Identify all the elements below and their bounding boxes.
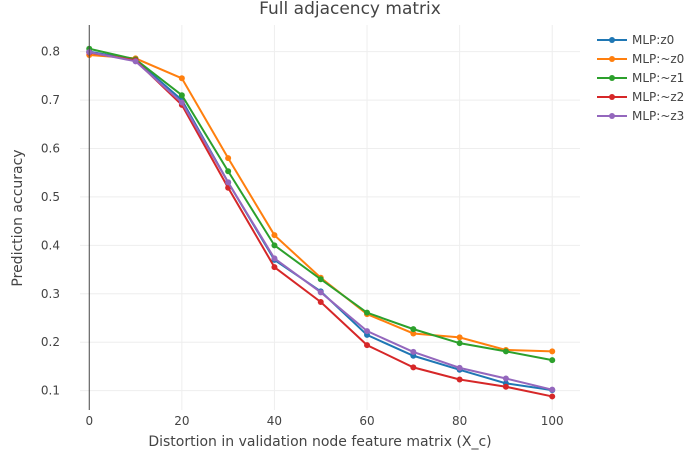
data-point[interactable] bbox=[410, 348, 417, 355]
data-point[interactable] bbox=[549, 357, 556, 364]
data-point[interactable] bbox=[410, 326, 417, 333]
legend-marker bbox=[609, 94, 615, 100]
data-point[interactable] bbox=[317, 276, 324, 283]
data-point[interactable] bbox=[178, 99, 185, 106]
data-point[interactable] bbox=[271, 255, 278, 262]
data-point[interactable] bbox=[317, 299, 324, 306]
data-point[interactable] bbox=[178, 75, 185, 82]
y-tick-label: 0.3 bbox=[41, 287, 60, 301]
legend-label: MLP:~z3 bbox=[632, 109, 684, 123]
legend-marker bbox=[609, 113, 615, 119]
legend-label: MLP:~z0 bbox=[632, 52, 684, 66]
x-tick-label: 60 bbox=[359, 414, 374, 428]
legend-label: MLP:z0 bbox=[632, 33, 674, 47]
y-axis-title: Prediction accuracy bbox=[10, 149, 26, 286]
data-point[interactable] bbox=[502, 348, 509, 355]
data-point[interactable] bbox=[271, 264, 278, 271]
y-tick-label: 0.4 bbox=[41, 238, 60, 252]
data-point[interactable] bbox=[225, 179, 232, 186]
legend-item[interactable]: MLP:~z0 bbox=[597, 52, 684, 66]
data-point[interactable] bbox=[225, 155, 232, 162]
series-mlp-z3 bbox=[86, 49, 556, 393]
data-point[interactable] bbox=[456, 376, 463, 383]
x-tick-label: 0 bbox=[85, 414, 93, 428]
chart-title: Full adjacency matrix bbox=[259, 0, 441, 19]
data-point[interactable] bbox=[549, 348, 556, 355]
legend-item[interactable]: MLP:~z3 bbox=[597, 109, 684, 123]
data-point[interactable] bbox=[410, 364, 417, 371]
data-point[interactable] bbox=[132, 58, 139, 65]
y-tick-label: 0.7 bbox=[41, 93, 60, 107]
series-line bbox=[89, 51, 553, 398]
legend-label: MLP:~z2 bbox=[632, 90, 684, 104]
series-mlp-z0 bbox=[86, 52, 556, 355]
legend-marker bbox=[609, 75, 615, 81]
x-axis-title: Distortion in validation node feature ma… bbox=[148, 434, 491, 450]
data-point[interactable] bbox=[317, 289, 324, 296]
data-point[interactable] bbox=[178, 92, 185, 99]
data-point[interactable] bbox=[456, 334, 463, 341]
data-point[interactable] bbox=[456, 340, 463, 347]
y-tick-label: 0.6 bbox=[41, 141, 60, 155]
legend-item[interactable]: MLP:z0 bbox=[597, 33, 674, 47]
series-line bbox=[89, 51, 553, 391]
y-axis-ticks: 0.1 0.2 0.3 0.4 0.5 0.6 0.7 0.8 bbox=[41, 45, 60, 398]
legend-marker bbox=[609, 37, 615, 43]
data-point[interactable] bbox=[456, 364, 463, 371]
x-tick-label: 40 bbox=[267, 414, 282, 428]
series-lines bbox=[86, 45, 556, 400]
series-line bbox=[89, 47, 553, 362]
data-point[interactable] bbox=[271, 232, 278, 239]
series-mlp-z1 bbox=[86, 45, 556, 364]
series-line bbox=[89, 50, 553, 392]
y-tick-label: 0.5 bbox=[41, 190, 60, 204]
data-point[interactable] bbox=[410, 330, 417, 337]
data-point[interactable] bbox=[502, 383, 509, 390]
series-line bbox=[89, 54, 553, 353]
legend-marker bbox=[609, 56, 615, 62]
data-point[interactable] bbox=[549, 386, 556, 393]
y-tick-label: 0.8 bbox=[41, 45, 60, 59]
y-tick-label: 0.1 bbox=[41, 384, 60, 398]
data-point[interactable] bbox=[502, 375, 509, 382]
y-tick-label: 0.2 bbox=[41, 335, 60, 349]
data-point[interactable] bbox=[364, 309, 371, 316]
x-axis-ticks: 0 20 40 60 80 100 bbox=[85, 414, 563, 428]
data-point[interactable] bbox=[549, 393, 556, 400]
data-point[interactable] bbox=[364, 328, 371, 335]
legend-item[interactable]: MLP:~z1 bbox=[597, 71, 684, 85]
x-tick-label: 100 bbox=[541, 414, 564, 428]
data-point[interactable] bbox=[225, 168, 232, 175]
legend-item[interactable]: MLP:~z2 bbox=[597, 90, 684, 104]
data-point[interactable] bbox=[271, 242, 278, 249]
legend-label: MLP:~z1 bbox=[632, 71, 684, 85]
gridlines bbox=[80, 25, 580, 410]
x-tick-label: 20 bbox=[174, 414, 189, 428]
x-tick-label: 80 bbox=[452, 414, 467, 428]
legend[interactable]: MLP:z0 MLP:~z0 MLP:~z1 MLP:~z2 MLP:~z3 bbox=[597, 33, 684, 123]
data-point[interactable] bbox=[364, 342, 371, 349]
